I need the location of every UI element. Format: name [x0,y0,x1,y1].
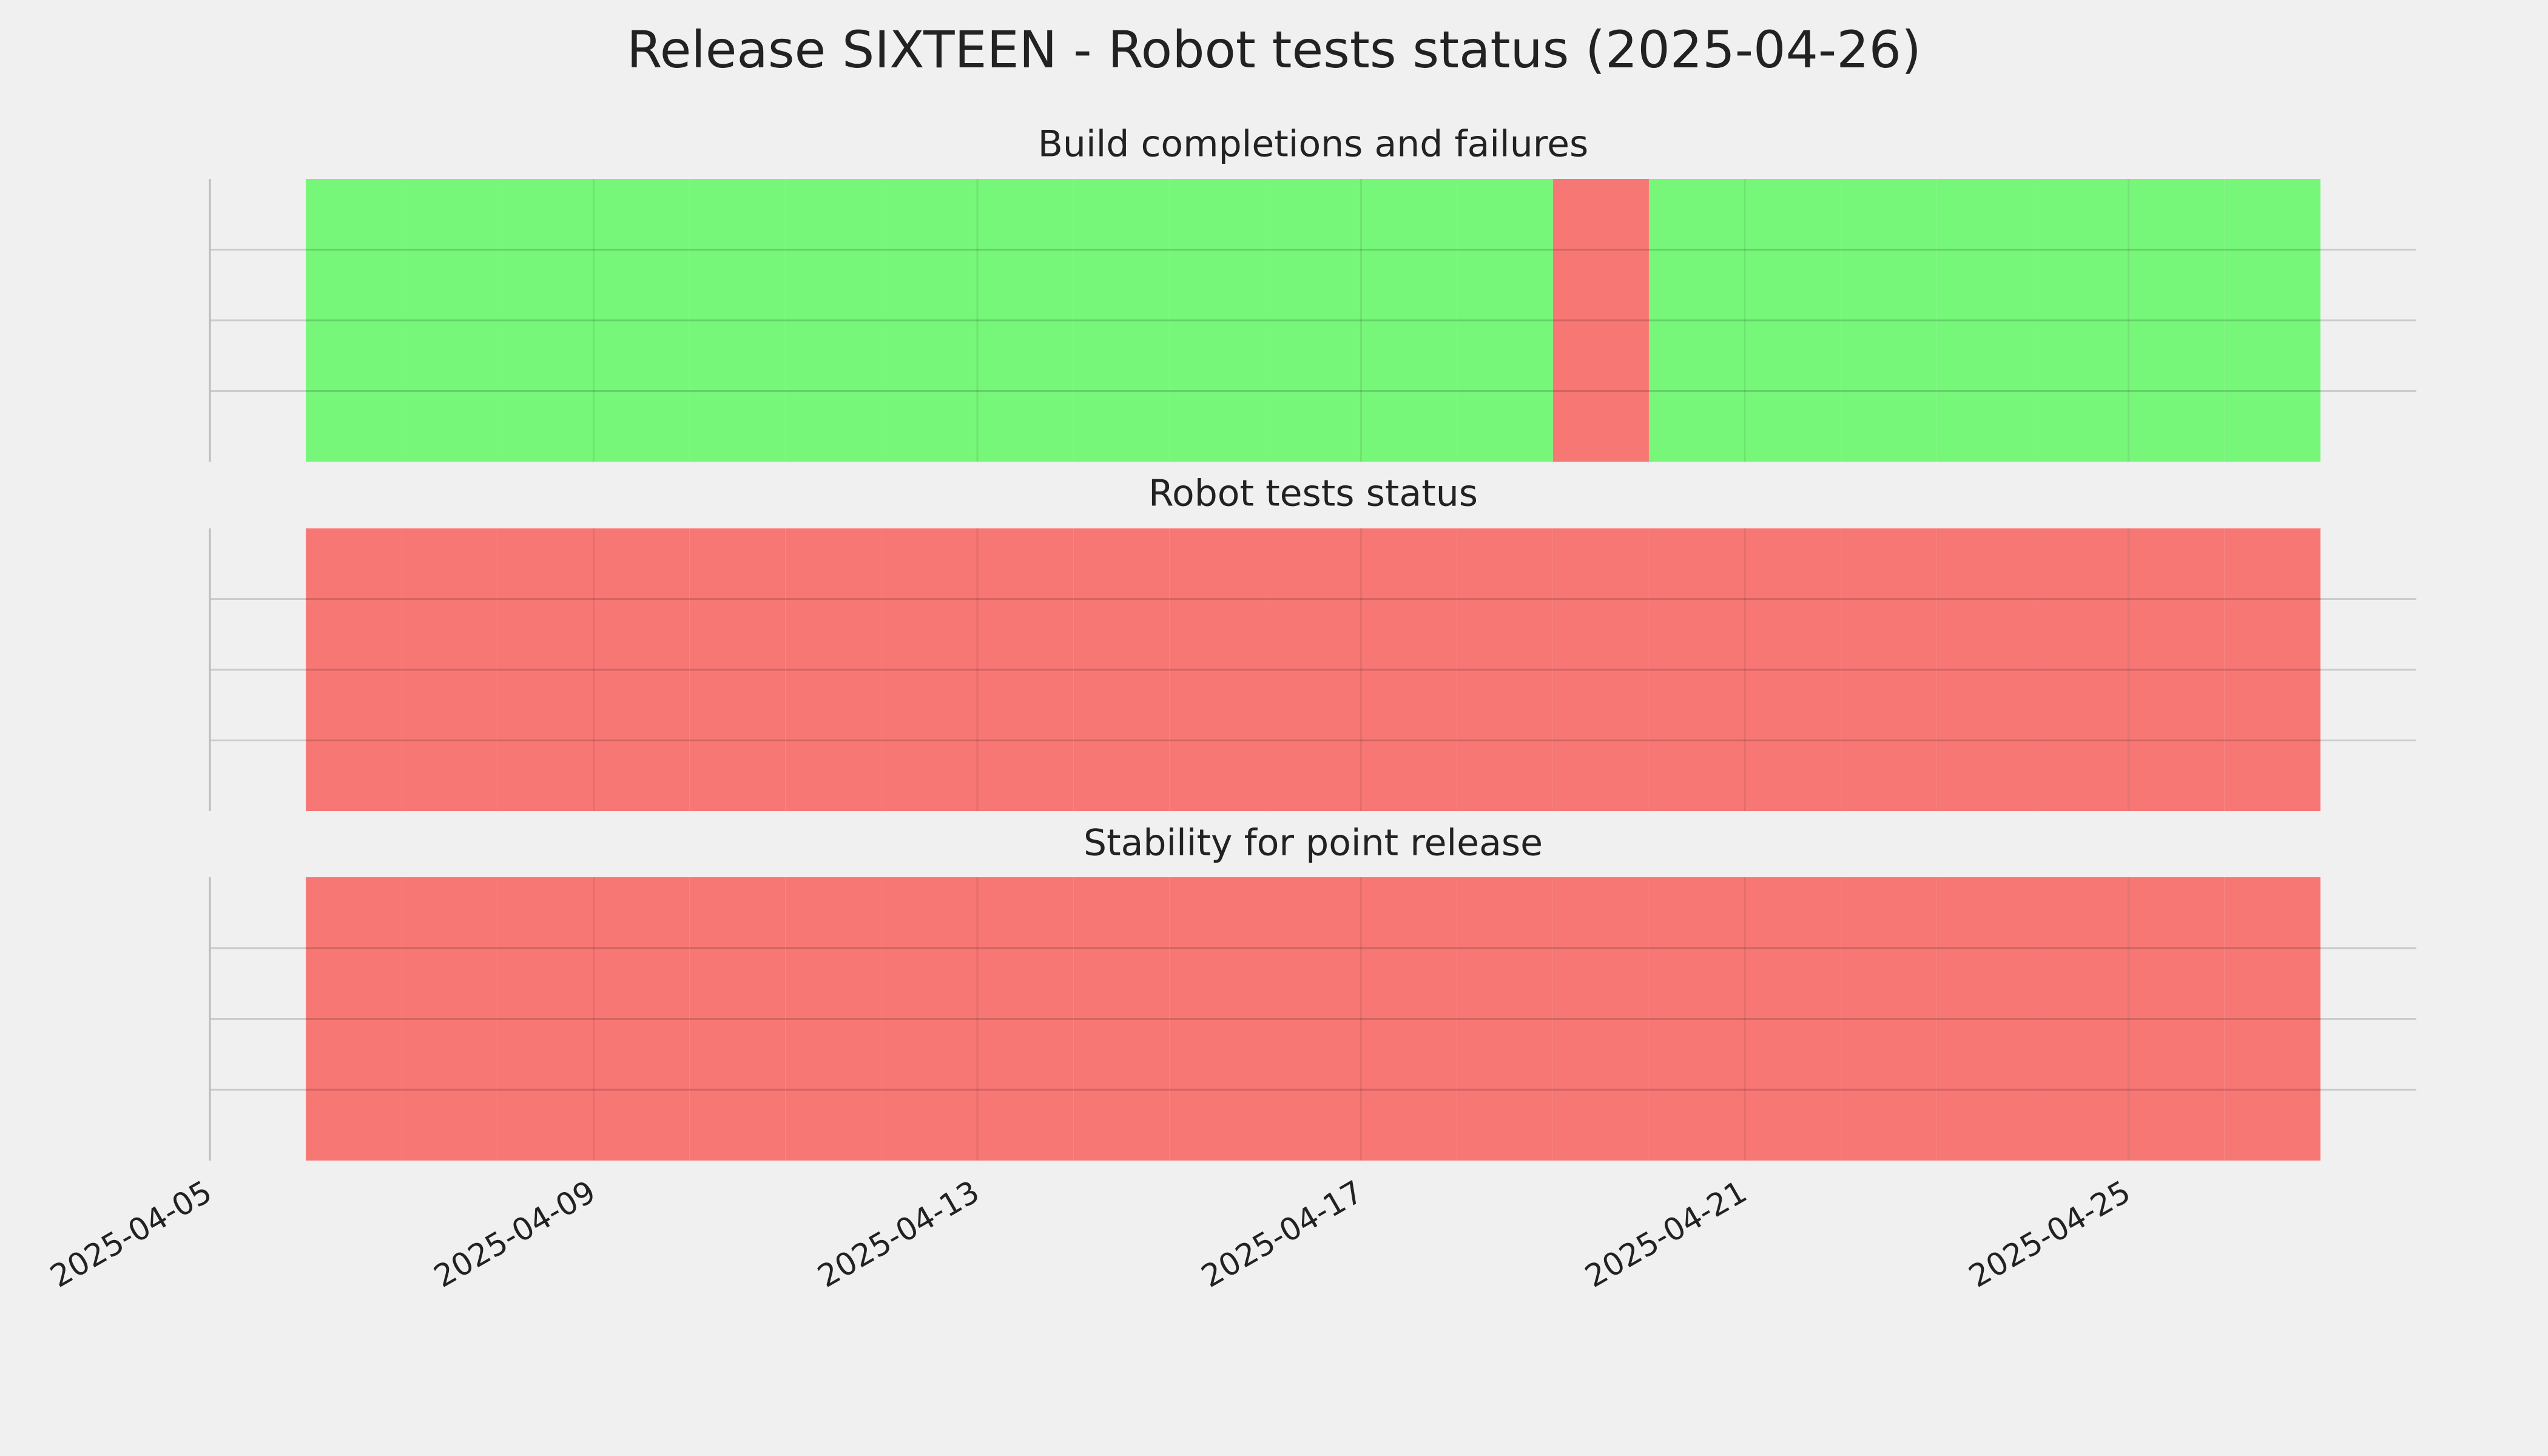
subplot-title: Robot tests status [1148,473,1478,515]
status-bar [1457,877,1553,1161]
status-bar [1745,528,1841,811]
status-bar [1169,877,1266,1161]
status-bar [497,179,594,462]
status-bar [1361,528,1457,811]
status-bar [785,179,881,462]
status-bar [1265,877,1361,1161]
status-bar [402,877,498,1161]
status-bar [1552,179,1649,462]
status-bar [2224,179,2320,462]
status-bar [689,179,786,462]
status-bar [1552,877,1649,1161]
status-bar [785,877,881,1161]
status-bar [689,528,786,811]
status-bar [593,179,690,462]
status-bar [2032,528,2129,811]
status-bar [402,528,498,811]
status-bar [593,877,690,1161]
status-bar [2224,528,2320,811]
status-bar [1552,528,1649,811]
status-bar [881,528,978,811]
status-bar [977,528,1074,811]
status-bar [1073,877,1170,1161]
status-bar [593,528,690,811]
status-bar [1361,877,1457,1161]
status-bar [306,528,402,811]
status-bar [689,877,786,1161]
status-bar [2032,179,2129,462]
status-bar [2128,877,2225,1161]
status-bar [1361,179,1457,462]
status-bar [1648,528,1745,811]
status-bar [785,528,881,811]
status-bar [1841,528,1937,811]
status-bar [2128,528,2225,811]
status-bar [1936,877,2033,1161]
status-bar [497,528,594,811]
status-bar [1073,179,1170,462]
status-bar [977,877,1074,1161]
subplot-title: Stability for point release [1084,822,1543,864]
status-bar [1457,179,1553,462]
status-bar [881,179,978,462]
status-bar [977,179,1074,462]
status-bar [1169,179,1266,462]
status-bar [1169,528,1266,811]
status-bar [1265,528,1361,811]
status-bar [1648,179,1745,462]
status-bar [1936,179,2033,462]
status-bar [1648,877,1745,1161]
status-bar [402,179,498,462]
status-bar [1745,179,1841,462]
status-bar [306,877,402,1161]
status-bar [1265,179,1361,462]
subplot-title: Build completions and failures [1038,123,1589,166]
status-bar [1073,528,1170,811]
status-bar [306,179,402,462]
chart-title: Release SIXTEEN - Robot tests status (20… [627,20,1921,79]
status-bar [881,877,978,1161]
status-bar [1841,179,1937,462]
status-bar [497,877,594,1161]
status-bar [1745,877,1841,1161]
status-bar [1936,528,2033,811]
status-bar [1457,528,1553,811]
status-bar [1841,877,1937,1161]
status-bar [2032,877,2129,1161]
status-bar [2224,877,2320,1161]
status-bar [2128,179,2225,462]
